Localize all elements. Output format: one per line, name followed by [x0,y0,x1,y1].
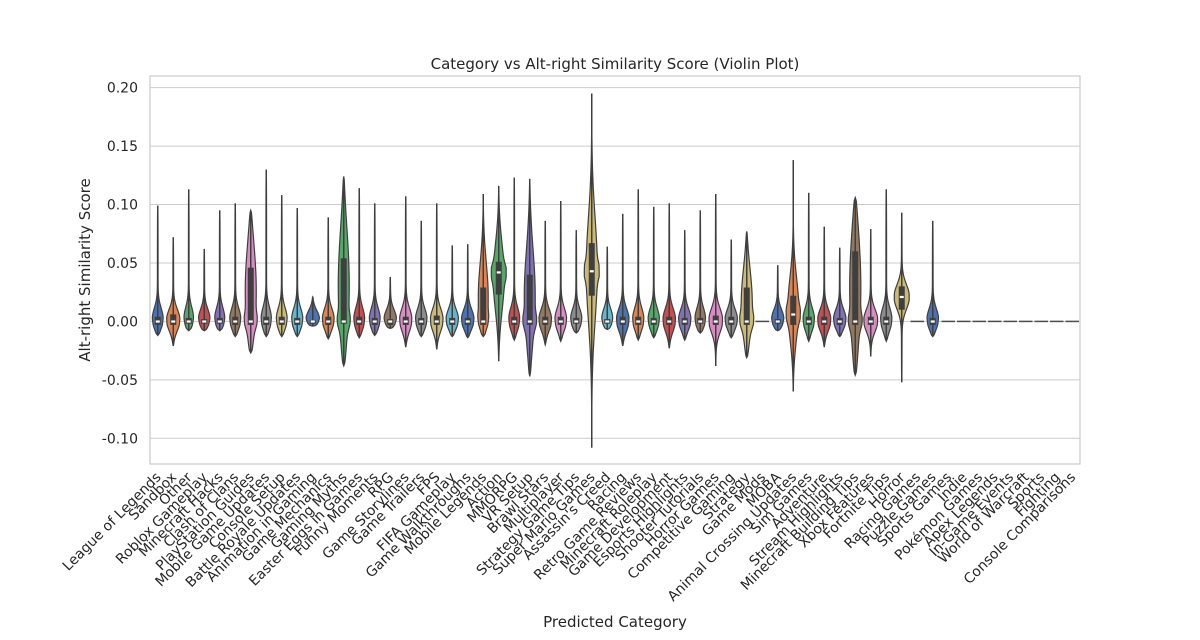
violin-median-marker [248,320,253,323]
violin-median-marker [341,320,346,323]
violin-median-marker [899,295,904,299]
violin-median-marker [295,320,300,323]
violin-median-marker [403,320,408,323]
violin-median-marker [310,320,315,323]
violin-iqr-box [852,251,859,325]
violin-median-marker [698,320,703,323]
violin-median-marker [558,320,563,323]
violin-iqr-box [526,274,533,325]
violin-median-marker [822,320,827,323]
violin-median-marker [372,320,377,323]
violins [151,93,1079,448]
violin-median-marker [729,320,734,323]
y-tick-label: -0.05 [102,373,138,389]
violin-median-marker [233,320,238,323]
y-axis-ticks: -0.10 -0.05 0.00 0.05 0.10 0.15 0.20 [102,81,138,448]
violin-median-marker [496,271,501,274]
violin-median-marker [930,320,935,323]
y-tick-label: 0.10 [107,198,138,214]
violin-median-marker [605,320,610,323]
violin-median-marker [744,320,749,323]
violin-median-marker [651,320,656,323]
violin-median-marker [171,320,176,323]
violin-median-marker [636,320,641,323]
violin-iqr-box [170,314,177,325]
y-tick-label: 0.00 [107,314,138,330]
violin-median-marker [620,320,625,323]
violin-median-marker [481,320,486,323]
violin-median-marker [326,320,331,323]
gridlines [150,87,1080,439]
violin-median-marker [419,320,424,323]
violin-median-marker [667,320,672,323]
violin-iqr-box [340,258,347,324]
violin-median-marker [434,320,439,323]
violin-median-marker [791,313,796,316]
violin-median-marker [450,320,455,323]
plot-frame [149,75,1081,465]
violin-median-marker [543,320,548,323]
y-tick-label: 0.05 [107,256,138,272]
violin-median-marker [465,320,470,323]
violin-median-marker [155,320,160,323]
violin-iqr-box [495,261,502,295]
y-axis-label: Alt-right Similarity Score [76,178,94,361]
violin-median-marker [853,320,858,323]
violin-iqr-box [588,243,595,296]
x-axis-label: Predicted Category [543,613,687,631]
violin-median-marker [202,320,207,323]
violin-median-marker [264,320,269,323]
violin-iqr-box [743,287,750,325]
violin-iqr-box [790,295,797,325]
y-tick-label: 0.15 [107,139,138,155]
violin-median-marker [357,320,362,323]
violin-median-marker [713,320,718,323]
violin-median-marker [279,320,284,323]
violin-median-marker [217,320,222,323]
y-tick-label: -0.10 [102,431,138,447]
violin-median-marker [868,320,873,323]
violin-iqr-box [433,315,440,325]
chart-title: Category vs Alt-right Similarity Score (… [431,55,800,73]
violin-median-marker [388,320,393,323]
violin-iqr-box [712,315,719,325]
violin-median-marker [837,320,842,323]
violin-median-marker [806,320,811,323]
violin-iqr-box [480,287,487,325]
violin-median-marker [884,320,889,323]
violin-median-marker [527,320,532,323]
y-tick-label: 0.20 [107,81,138,97]
violin-iqr-box [247,267,254,325]
violin-median-marker [775,320,780,323]
violin-median-marker [589,270,594,273]
violin-median-marker [682,320,687,323]
violin-median-marker [512,320,517,323]
violin-median-marker [574,320,579,323]
violin-median-marker [186,320,191,323]
